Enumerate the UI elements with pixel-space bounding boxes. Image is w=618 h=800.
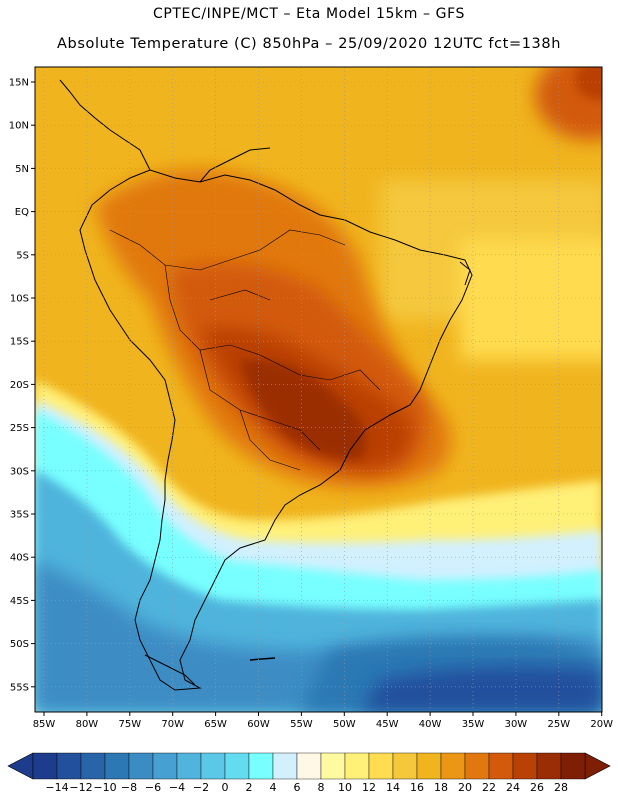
lat-tick-label: 30S [10, 466, 29, 477]
lat-tick-label: 5N [15, 164, 29, 175]
colorbar-label: −6 [145, 781, 161, 794]
colorbar-label: 26 [530, 781, 544, 794]
lat-tick-label: 35S [10, 510, 29, 521]
coastline [59, 79, 473, 691]
colorbar-label: 8 [318, 781, 325, 794]
latitude-axis: 15N 10N 5N EQ 5S 10S 15S 20S 25S 30S 35S 40S 45S 50S 5… [9, 78, 35, 693]
colorbar-swatch [128, 752, 154, 780]
colorbar-swatch [296, 752, 322, 780]
colorbar-swatch [248, 752, 274, 780]
colorbar-label: 18 [434, 781, 448, 794]
colorbar-label: 22 [482, 781, 496, 794]
colorbar-over-arrow [584, 752, 611, 780]
lon-tick-label: 80W [76, 719, 99, 730]
colorbar-swatch [464, 752, 490, 780]
colorbar-swatch [104, 752, 130, 780]
temperature-field [35, 67, 602, 712]
graticule [35, 67, 602, 712]
lon-tick-label: 45W [376, 719, 399, 730]
country-borders [109, 229, 381, 471]
lon-tick-label: 25W [547, 719, 570, 730]
lat-tick-label: 20S [10, 380, 29, 391]
lon-tick-label: 85W [33, 719, 56, 730]
colorbar: −14 −12 −10 −8 −6 −4 −2 0 2 4 6 8 10 12 14 16 18 20 22 24 26… [7, 752, 611, 794]
lat-tick-label: 10S [10, 294, 29, 305]
colorbar-swatch [368, 752, 394, 780]
colorbar-swatch [344, 752, 370, 780]
colorbar-swatch [512, 752, 538, 780]
lon-tick-label: 50W [333, 719, 356, 730]
lon-tick-label: 30W [505, 719, 528, 730]
colorbar-label: 6 [294, 781, 301, 794]
colorbar-label: 16 [410, 781, 424, 794]
chart-title: CPTEC/INPE/MCT – Eta Model 15km – GFS [152, 6, 466, 22]
colorbar-swatch [320, 752, 346, 780]
colorbar-swatch [536, 752, 562, 780]
colorbar-label: −2 [193, 781, 209, 794]
colorbar-swatch [200, 752, 226, 780]
lat-tick-label: 40S [10, 553, 29, 564]
colorbar-label: −10 [93, 781, 116, 794]
lat-tick-label: 50S [10, 639, 29, 650]
colorbar-swatch [416, 752, 442, 780]
colorbar-label: 14 [386, 781, 400, 794]
colorbar-label: −14 [45, 781, 68, 794]
lon-tick-label: 60W [247, 719, 270, 730]
colorbar-label: 10 [338, 781, 352, 794]
lon-tick-label: 20W [590, 719, 613, 730]
lon-tick-label: 35W [462, 719, 485, 730]
colorbar-label: −8 [121, 781, 137, 794]
colorbar-swatch [440, 752, 466, 780]
lat-tick-label: 15S [10, 337, 29, 348]
colorbar-label: 0 [222, 781, 229, 794]
colorbar-swatch [32, 752, 58, 780]
colorbar-swatch [488, 752, 514, 780]
colorbar-swatch [224, 752, 250, 780]
lat-tick-label: 45S [10, 596, 29, 607]
colorbar-under-arrow [7, 752, 34, 780]
colorbar-swatch [272, 752, 298, 780]
colorbar-swatch [392, 752, 418, 780]
colorbar-swatch [80, 752, 106, 780]
colorbar-label: −4 [169, 781, 185, 794]
map-frame [34, 66, 603, 713]
colorbar-label: 24 [506, 781, 520, 794]
colorbar-label: −12 [69, 781, 92, 794]
longitude-axis: 85W 80W 75W 70W 65W 60W 55W 50W 45W 40W 35W 30W 25W 2… [33, 712, 613, 730]
lon-tick-label: 40W [419, 719, 442, 730]
colorbar-swatch [176, 752, 202, 780]
lat-tick-label: 55S [10, 682, 29, 693]
colorbar-swatch [560, 752, 586, 780]
lat-tick-label: 25S [10, 423, 29, 434]
colorbar-label: 28 [554, 781, 568, 794]
colorbar-label: 20 [458, 781, 472, 794]
lon-tick-label: 75W [118, 719, 141, 730]
colorbar-swatch [152, 752, 178, 780]
lon-tick-label: 55W [290, 719, 313, 730]
lat-tick-label: 15N [9, 78, 29, 89]
lat-tick-label: 10N [9, 121, 29, 132]
lon-tick-label: 65W [204, 719, 227, 730]
colorbar-swatch [56, 752, 82, 780]
chart-subtitle: Absolute Temperature (C) 850hPa – 25/09/… [57, 36, 561, 52]
lon-tick-label: 70W [161, 719, 184, 730]
colorbar-label: 12 [362, 781, 376, 794]
lat-tick-label: EQ [15, 207, 29, 218]
colorbar-label: 4 [270, 781, 277, 794]
colorbar-label: 2 [246, 781, 253, 794]
lat-tick-label: 5S [16, 250, 29, 261]
